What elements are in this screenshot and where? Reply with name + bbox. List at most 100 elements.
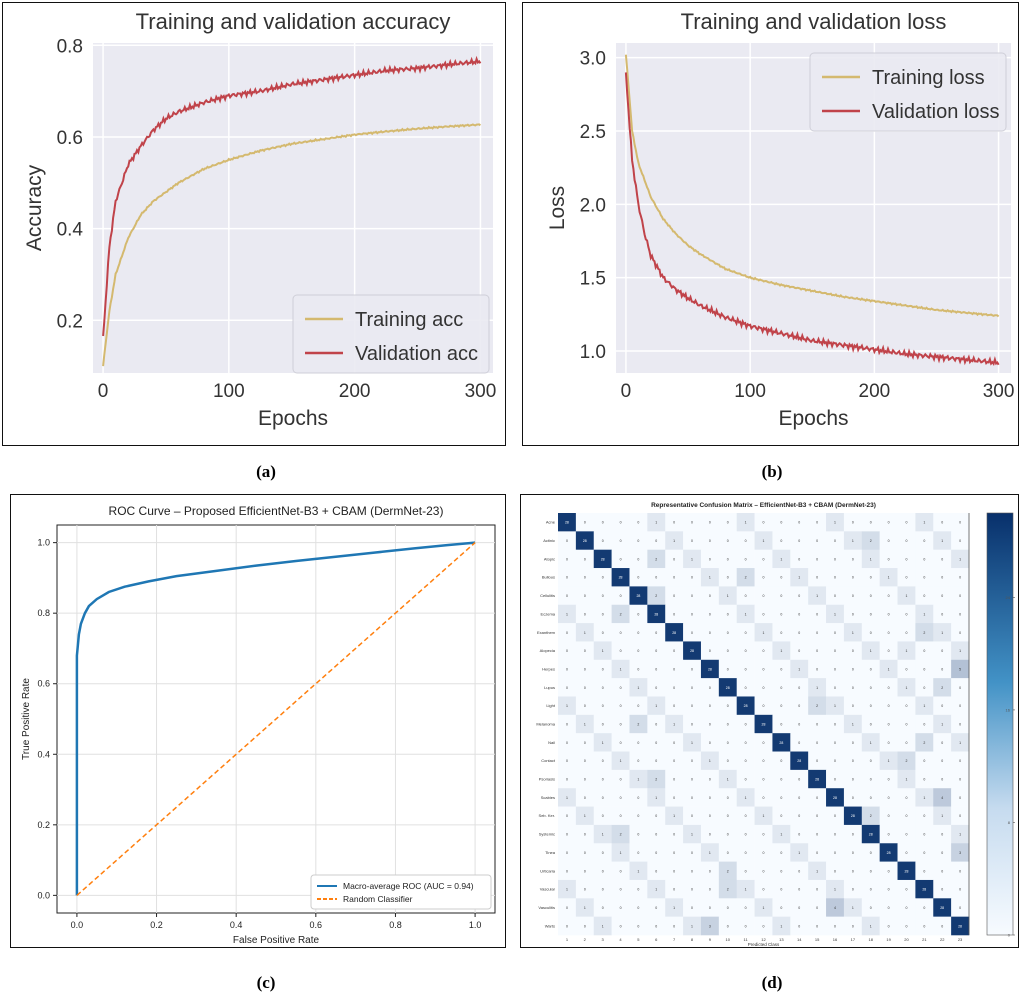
cell-value: 0 [798, 704, 800, 708]
cell-value: 1 [745, 521, 747, 525]
heatmap-cell [790, 916, 809, 936]
heatmap-cell [843, 678, 863, 697]
heatmap-cell [826, 531, 845, 550]
heatmap-cell [843, 806, 863, 826]
heatmap-cell [826, 714, 845, 734]
cell-value: 0 [798, 924, 800, 928]
cell-value: 1 [763, 906, 765, 910]
y-tick-label: 0.2 [57, 311, 83, 332]
y-tick-label: 0.6 [37, 679, 50, 689]
cell-value: 1 [620, 851, 622, 855]
heatmap-cell [611, 751, 630, 771]
heatmap-cell [700, 659, 720, 679]
heatmap-cell [718, 861, 737, 881]
cell-value: 0 [905, 631, 907, 635]
heatmap-cell [772, 531, 791, 550]
heatmap-cell [665, 916, 684, 936]
legend-label: Training loss [872, 67, 985, 89]
heatmap-cell [933, 861, 952, 881]
column-label: 1 [566, 937, 569, 942]
cell-value: 1 [709, 851, 711, 855]
heatmap-cell [933, 769, 952, 789]
cell-value: 0 [709, 814, 711, 818]
cell-value: 0 [923, 649, 925, 653]
cell-value: 0 [727, 649, 729, 653]
heatmap-cell [718, 513, 737, 532]
heatmap-cell [861, 769, 880, 789]
heatmap-cell [915, 714, 934, 734]
heatmap-cell [736, 678, 755, 697]
cell-value: 0 [709, 631, 711, 635]
cell-value: 2 [620, 833, 622, 837]
heatmap-cell [808, 568, 827, 587]
cell-value: 0 [816, 906, 818, 910]
heatmap-cell [861, 751, 880, 771]
heatmap-cell [951, 861, 970, 881]
cell-value: 28 [797, 759, 801, 763]
heatmap-cell [593, 604, 612, 624]
cell-value: 0 [745, 649, 747, 653]
heatmap-cell [665, 659, 684, 679]
cell-value: 0 [780, 723, 782, 727]
cell-value: 0 [655, 759, 657, 763]
cell-value: 0 [816, 667, 818, 671]
heatmap-cell [790, 769, 809, 789]
cell-value: 1 [888, 759, 890, 763]
heatmap-cell [683, 879, 702, 899]
cell-value: 1 [870, 557, 872, 561]
heatmap-cell [611, 659, 630, 679]
heatmap-cell [808, 751, 827, 771]
heatmap-cell [915, 531, 934, 550]
heatmap-cell [772, 714, 791, 734]
cell-value: 0 [798, 833, 800, 837]
heatmap-cell [665, 586, 684, 606]
cell-value: 0 [691, 888, 693, 892]
cell-value: 0 [852, 649, 854, 653]
cell-value: 1 [691, 924, 693, 928]
cell-value: 1 [637, 869, 639, 873]
cell-value: 1 [905, 686, 907, 690]
cell-value: 0 [941, 557, 943, 561]
column-label: 9 [709, 937, 712, 942]
cell-value: 0 [691, 612, 693, 616]
caption-a: (a) [256, 462, 276, 481]
roc-chart: 0.0 0.2 0.4 0.6 0.8 1.0 0.0 0.2 0.4 0.6 0.8 1.0 ROC … [21, 504, 496, 946]
cell-value: 1 [834, 704, 836, 708]
heatmap-cell [933, 568, 952, 587]
accuracy-chart: 0 100 200 300 0.2 0.4 0.6 0.8 Training and valid… [23, 9, 496, 430]
cell-value: 0 [923, 723, 925, 727]
cell-value: 2 [655, 557, 657, 561]
heatmap-cell [700, 714, 720, 734]
heatmap-cell [915, 879, 934, 899]
cell-value: 0 [655, 851, 657, 855]
cell-value: 0 [923, 667, 925, 671]
heatmap-cell [843, 843, 863, 862]
cell-value: 0 [727, 924, 729, 928]
cell-value: 0 [905, 833, 907, 837]
x-tick-label: 0 [98, 381, 109, 402]
heatmap-cell [843, 733, 863, 752]
y-tick-label: 2.5 [580, 122, 606, 143]
cell-value: 1 [709, 576, 711, 580]
cell-value: 0 [637, 612, 639, 616]
heatmap-cell [593, 769, 612, 789]
cell-value: 0 [941, 667, 943, 671]
column-label: 2 [584, 937, 587, 942]
cell-value: 0 [709, 539, 711, 543]
cell-value: 0 [602, 814, 604, 818]
x-axis-label: Epochs [778, 407, 848, 430]
heatmap-cell [629, 549, 648, 569]
column-label: 13 [779, 937, 784, 942]
cell-value: 0 [745, 924, 747, 928]
cell-value: 1 [584, 906, 586, 910]
cell-value: 0 [602, 612, 604, 616]
heatmap-cell [647, 568, 666, 587]
heatmap-cell [808, 861, 827, 881]
heatmap-cell [736, 714, 755, 734]
cell-value: 2 [727, 888, 729, 892]
heatmap-cell [683, 714, 702, 734]
heatmap-cell [879, 898, 898, 917]
cell-value: 0 [566, 723, 568, 727]
heatmap-cell [558, 659, 577, 679]
cell-value: 0 [905, 796, 907, 800]
